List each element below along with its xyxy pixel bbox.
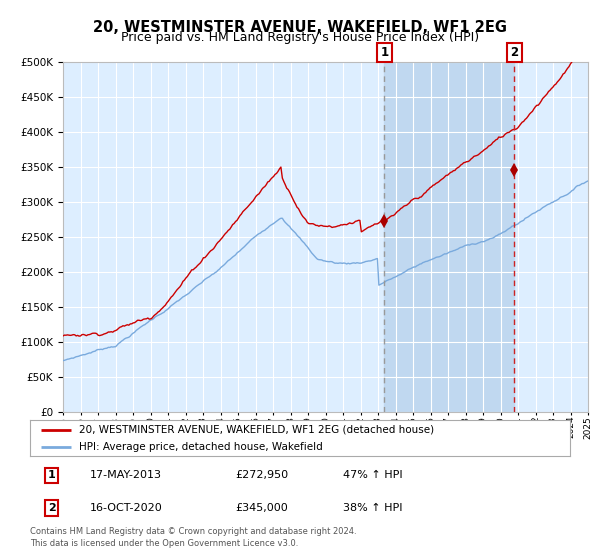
Text: 20, WESTMINSTER AVENUE, WAKEFIELD, WF1 2EG (detached house): 20, WESTMINSTER AVENUE, WAKEFIELD, WF1 2… — [79, 425, 434, 435]
Text: £345,000: £345,000 — [235, 503, 288, 513]
Text: Contains HM Land Registry data © Crown copyright and database right 2024.: Contains HM Land Registry data © Crown c… — [30, 527, 356, 536]
Text: 1: 1 — [380, 46, 389, 59]
Text: 1: 1 — [48, 470, 55, 480]
Text: £272,950: £272,950 — [235, 470, 289, 480]
Text: 2: 2 — [510, 46, 518, 59]
Text: 38% ↑ HPI: 38% ↑ HPI — [343, 503, 403, 513]
Text: This data is licensed under the Open Government Licence v3.0.: This data is licensed under the Open Gov… — [30, 539, 298, 548]
Text: 17-MAY-2013: 17-MAY-2013 — [89, 470, 161, 480]
Text: HPI: Average price, detached house, Wakefield: HPI: Average price, detached house, Wake… — [79, 442, 322, 451]
Bar — [385, 62, 514, 412]
Text: 47% ↑ HPI: 47% ↑ HPI — [343, 470, 403, 480]
Text: 2: 2 — [48, 503, 55, 513]
Text: 20, WESTMINSTER AVENUE, WAKEFIELD, WF1 2EG: 20, WESTMINSTER AVENUE, WAKEFIELD, WF1 2… — [93, 20, 507, 35]
Text: Price paid vs. HM Land Registry's House Price Index (HPI): Price paid vs. HM Land Registry's House … — [121, 31, 479, 44]
Text: 16-OCT-2020: 16-OCT-2020 — [89, 503, 162, 513]
